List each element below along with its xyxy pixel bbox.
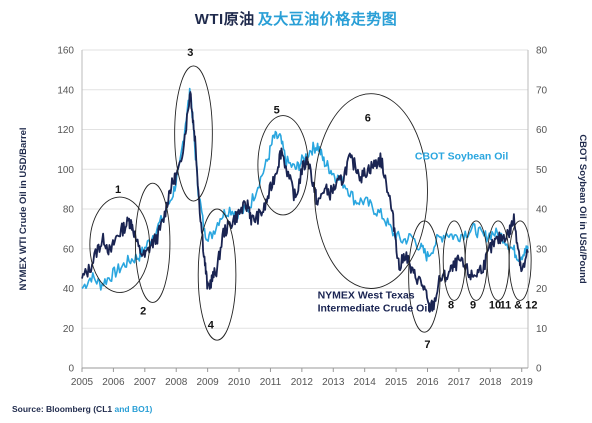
annotation-label: 2 — [140, 305, 146, 317]
annotation-label: 10 — [489, 299, 501, 311]
x-tick-label: 2007 — [134, 377, 157, 388]
y-tick-right: 20 — [536, 284, 548, 295]
y-tick-right: 40 — [536, 205, 548, 216]
y-tick-right: 70 — [536, 85, 548, 96]
x-tick-label: 2006 — [102, 377, 125, 388]
y-tick-right: 50 — [536, 165, 548, 176]
x-tick-label: 2010 — [228, 377, 251, 388]
y-axis-label-right: CBOT Soybean Oil in USd/Pound — [577, 134, 588, 284]
x-tick-label: 2016 — [416, 377, 439, 388]
x-tick-label: 2011 — [260, 377, 282, 388]
source-and: and BO1) — [114, 404, 153, 414]
y-tick-right: 30 — [536, 244, 548, 255]
y-tick-left: 160 — [57, 46, 74, 57]
highlight-circle — [257, 115, 309, 216]
x-tick-label: 2008 — [165, 377, 188, 388]
annotation-label: 1 — [115, 184, 121, 196]
highlight-circle — [508, 220, 532, 301]
x-tick-label: 2017 — [448, 377, 471, 388]
x-tick-label: 2013 — [322, 377, 345, 388]
y-tick-left: 120 — [57, 125, 74, 136]
y-axis-label-left: NYMEX WTI Crude Oil in USD/Barrel — [18, 127, 29, 290]
y-tick-left: 80 — [63, 205, 75, 216]
y-tick-left: 100 — [57, 165, 74, 176]
chart-title-part-a: WTI原油 — [194, 11, 255, 28]
x-tick-label: 2005 — [71, 377, 94, 388]
highlight-circle — [174, 65, 213, 202]
y-tick-right: 10 — [536, 324, 548, 335]
x-tick-label: 2018 — [479, 377, 502, 388]
annotation-label: 3 — [187, 47, 193, 59]
highlight-circle — [313, 93, 428, 289]
annotation-label: 11 & 12 — [500, 299, 538, 311]
highlight-circle — [89, 196, 150, 293]
y-tick-right: 0 — [536, 364, 542, 375]
x-tick-label: 2014 — [354, 377, 377, 388]
annotation-label: 8 — [448, 299, 454, 311]
annotation-label: 4 — [208, 319, 215, 331]
y-tick-left: 40 — [63, 284, 75, 295]
x-tick-label: 2015 — [385, 377, 408, 388]
chart-title-part-b: 及大豆油价格走势图 — [257, 11, 398, 28]
y-tick-left: 140 — [57, 85, 74, 96]
y-tick-right: 80 — [536, 46, 548, 57]
highlight-circle — [408, 220, 441, 333]
annotation-label: 5 — [274, 105, 280, 117]
annotation-label: 9 — [470, 299, 476, 311]
y-tick-left: 0 — [68, 364, 74, 375]
wti-crude-line — [81, 91, 529, 313]
y-tick-left: 20 — [63, 324, 75, 335]
soybean-series-label: CBOT Soybean Oil — [415, 150, 508, 162]
wti-series-label-line1: NYMEX West Texas — [318, 289, 415, 301]
highlight-circle — [134, 182, 171, 303]
chart-title: WTI原油 及大豆油价格走势图 — [0, 8, 592, 29]
y-tick-right: 60 — [536, 125, 548, 136]
y-tick-left: 60 — [63, 244, 75, 255]
highlight-circle — [197, 208, 237, 341]
wti-series-label-line2: Intermediate Crude Oil — [318, 302, 431, 314]
source-prefix: Source: Bloomberg (CL1 — [12, 404, 113, 414]
x-tick-label: 2019 — [511, 377, 534, 388]
annotation-label: 7 — [424, 339, 430, 351]
x-tick-label: 2012 — [291, 377, 314, 388]
x-tick-label: 2009 — [197, 377, 220, 388]
source-note: Source: Bloomberg (CL1 and BO1) — [12, 404, 152, 414]
annotation-label: 6 — [365, 113, 371, 125]
